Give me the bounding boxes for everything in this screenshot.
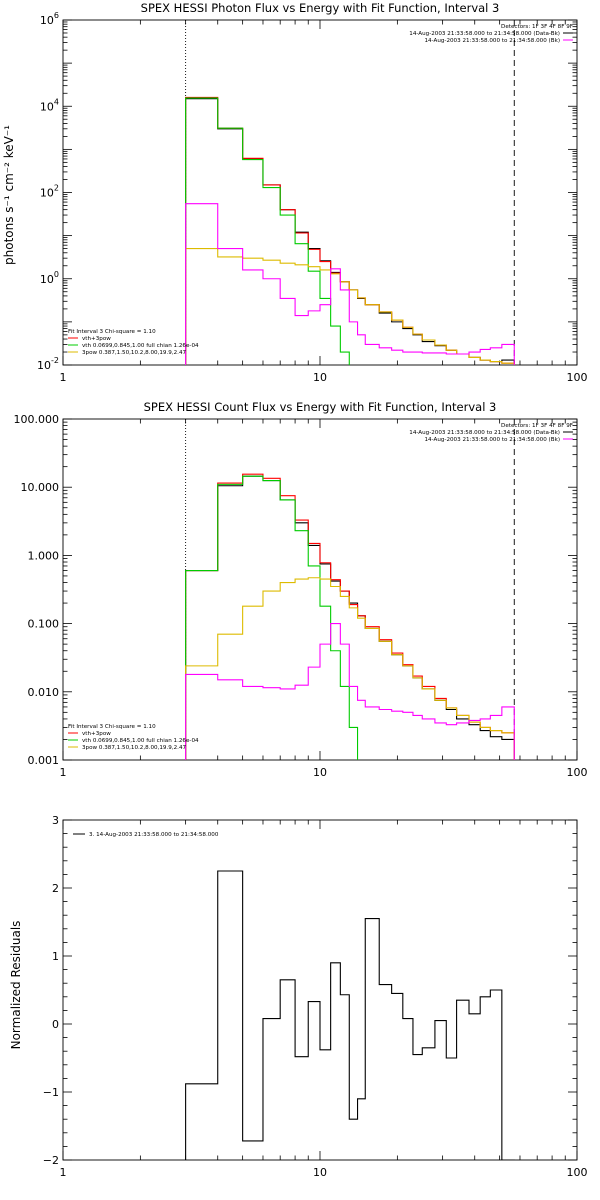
y-tick-exponent: 2 (54, 184, 59, 193)
y-tick-label: 2 (52, 882, 59, 895)
x-tick-label: 1 (60, 766, 67, 779)
series-vth (185, 97, 350, 365)
y-tick-label: 0.100 (28, 618, 60, 631)
legend-entry: vth+3pow (82, 336, 111, 342)
series-data-bk (185, 98, 515, 365)
residuals-legend-entry: 3. 14-Aug-2003 21:33:58.000 to 21:34:58.… (89, 832, 219, 838)
y-tick-exponent: 0 (54, 270, 59, 279)
count-flux-panel: SPEX HESSI Count Flux vs Energy with Fit… (14, 400, 588, 779)
series-data-bk (185, 475, 515, 760)
series-3pow (185, 577, 515, 760)
x-tick-label: 10 (313, 766, 327, 779)
legend-entry: 14-Aug-2003 21:33:58.000 to 21:34:58.000… (424, 38, 560, 44)
legend-entry: 14-Aug-2003 21:33:58.000 to 21:34:58.000… (409, 430, 560, 436)
y-tick-label: 3 (52, 814, 59, 827)
y-tick-label: 104 (40, 97, 59, 113)
series-group (185, 870, 515, 1160)
residuals-panel: Normalized Residuals 1 10 100 −2 −1 0 1 2 3 3. 14… (9, 814, 588, 1179)
y-tick-exponent: 4 (54, 97, 59, 106)
legend-entry: vth 0.0699,0.845,1.00 full chian 1.26e-0… (82, 738, 199, 744)
legend-entry: vth 0.0699,0.845,1.00 full chian 1.26e-0… (82, 343, 199, 349)
y-tick-label: −2 (43, 1154, 59, 1167)
y-tick-exponent: -2 (51, 356, 59, 365)
series-group (185, 96, 515, 365)
series-3pow (185, 248, 515, 365)
x-tick-label: 100 (567, 766, 588, 779)
y-tick-exponent: 6 (54, 11, 59, 20)
y-tick-label: 0.010 (28, 686, 60, 699)
y-tick-label: −1 (43, 1086, 59, 1099)
photon-flux-marks: 1 10 100 10-2 100 102 104 106 Detectors: 1F 3F 4… (37, 11, 588, 384)
x-tick-label: 10 (313, 1166, 327, 1179)
x-tick-label: 1 (60, 371, 67, 384)
photon-flux-title: SPEX HESSI Photon Flux vs Energy with Fi… (141, 1, 500, 15)
y-tick-label: 0.001 (28, 754, 60, 767)
y-tick-label: 100.000 (14, 413, 60, 426)
legend-entry: vth+3pow (82, 731, 111, 737)
legend-entry: 3pow 0.387,1.50,10.2,8.00,19.9,2.47 (82, 350, 187, 356)
count-flux-title: SPEX HESSI Count Flux vs Energy with Fit… (144, 400, 497, 414)
x-tick-label: 100 (567, 1166, 588, 1179)
photon-flux-panel: SPEX HESSI Photon Flux vs Energy with Fi… (2, 1, 588, 384)
y-tick-label: 1 (52, 950, 59, 963)
y-tick-label: 10-2 (37, 356, 59, 372)
count-flux-marks: 1 10 100 0.001 0.010 0.100 1.000 10.000 100.000 D… (14, 413, 588, 779)
residuals-marks: 1 10 100 −2 −1 0 1 2 3 3. 14-Aug-2003 21:33:58.00… (43, 814, 588, 1179)
detectors-legend-header: Detectors: 1F 3F 4F 8F 9F (501, 24, 573, 30)
legend-entry: 14-Aug-2003 21:33:58.000 to 21:34:58.000… (409, 31, 560, 37)
x-tick-label: 100 (567, 371, 588, 384)
detectors-legend-header: Detectors: 1F 3F 4F 8F 9F (501, 423, 573, 429)
series-vth-3pow (185, 473, 515, 760)
series-vth (185, 475, 359, 760)
fit-legend-header: Fit Interval 3 Chi-square = 1.10 (68, 329, 156, 335)
y-tick-label: 0 (52, 1018, 59, 1031)
y-tick-label: 106 (40, 11, 59, 27)
residuals-ylabel: Normalized Residuals (9, 921, 23, 1050)
plot-frame (62, 19, 578, 366)
y-tick-label: 102 (40, 184, 59, 200)
x-tick-label: 1 (60, 1166, 67, 1179)
y-tick-label: 10.000 (21, 481, 60, 494)
y-tick-label: 1.000 (28, 549, 60, 562)
photon-flux-ylabel: photons s⁻¹ cm⁻² keV⁻¹ (2, 125, 16, 265)
series-vth-3pow (185, 96, 515, 365)
x-tick-label: 10 (313, 371, 327, 384)
series-bk (185, 203, 515, 365)
fit-legend-header: Fit Interval 3 Chi-square = 1.10 (68, 724, 156, 730)
y-tick-label: 100 (40, 270, 59, 286)
series-group (185, 473, 515, 760)
legend-entry: 14-Aug-2003 21:33:58.000 to 21:34:58.000… (424, 437, 560, 443)
legend-entry: 3pow 0.387,1.50,10.2,8.00,19.9,2.47 (82, 745, 187, 751)
series-bk (185, 623, 515, 760)
series-residuals (185, 870, 515, 1160)
